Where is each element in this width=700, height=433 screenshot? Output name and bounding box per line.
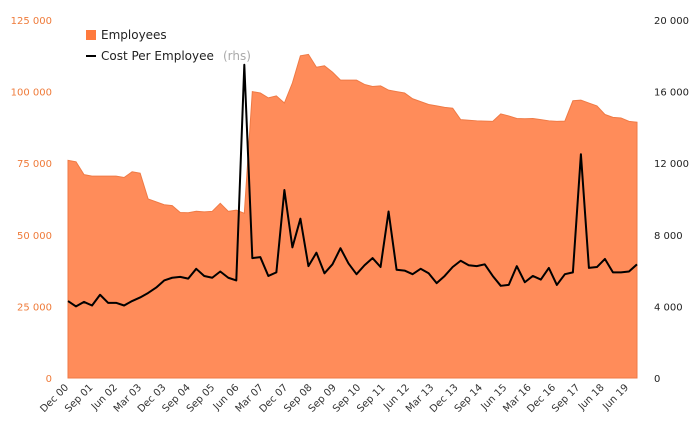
right-tick-label: 12 000 bbox=[654, 159, 689, 170]
right-tick-label: 16 000 bbox=[654, 88, 689, 99]
legend-label-employees: Employees bbox=[101, 28, 167, 42]
legend-label-cost-note: (rhs) bbox=[223, 49, 251, 63]
right-tick-label: 4 000 bbox=[654, 302, 683, 313]
left-tick-label: 0 bbox=[46, 374, 52, 385]
legend-label-cost-main: Cost Per Employee bbox=[101, 49, 214, 63]
cost-line-layer bbox=[67, 63, 638, 308]
x-tick-label: Jun 18 bbox=[576, 382, 607, 413]
x-tick-label: Jun 19 bbox=[600, 382, 631, 413]
right-tick-label: 8 000 bbox=[654, 231, 683, 242]
left-tick-label: 75 000 bbox=[17, 159, 52, 170]
employees-area-layer bbox=[67, 53, 638, 379]
left-tick-label: 50 000 bbox=[17, 231, 52, 242]
legend-label-cost: Cost Per Employee (rhs) bbox=[101, 45, 251, 64]
cost-per-employee-line bbox=[67, 63, 638, 308]
legend-swatch-employees bbox=[86, 30, 96, 40]
right-axis: 0 4 000 8 000 12 000 16 000 20 000 bbox=[654, 16, 689, 385]
employees-area bbox=[67, 53, 638, 379]
legend: Employees Cost Per Employee (rhs) bbox=[86, 28, 251, 64]
left-tick-label: 125 000 bbox=[11, 16, 52, 27]
left-tick-label: 100 000 bbox=[11, 88, 52, 99]
left-axis: 0 25 000 50 000 75 000 100 000 125 000 bbox=[11, 16, 52, 385]
right-tick-label: 0 bbox=[654, 374, 660, 385]
left-tick-label: 25 000 bbox=[17, 302, 52, 313]
right-tick-label: 20 000 bbox=[654, 16, 689, 27]
